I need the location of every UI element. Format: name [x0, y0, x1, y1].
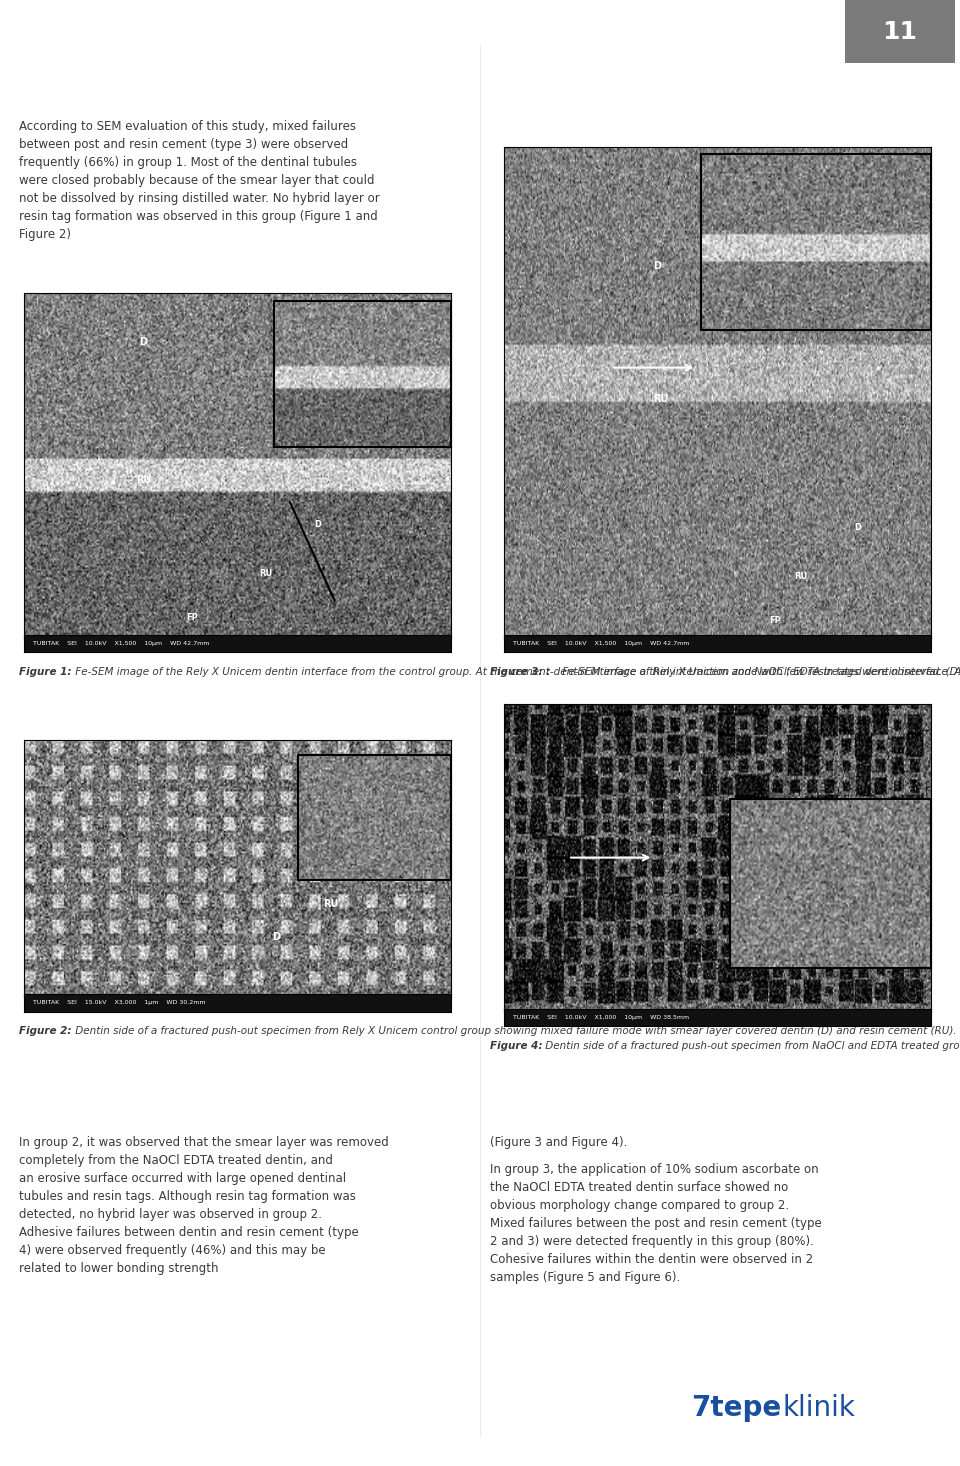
Text: 11: 11 — [882, 21, 917, 44]
Text: Fe-SEM image of Rely X Unicem and NaOCl, EDTA treated dentin interface. An inter: Fe-SEM image of Rely X Unicem and NaOCl,… — [559, 667, 960, 677]
Text: 7tepe: 7tepe — [691, 1394, 781, 1422]
Text: Figure 2:: Figure 2: — [19, 1026, 72, 1036]
Text: FP: FP — [769, 616, 780, 625]
Text: Figure 1:: Figure 1: — [19, 667, 72, 677]
Text: D: D — [139, 337, 148, 347]
Text: RU: RU — [323, 899, 339, 909]
Text: D: D — [315, 520, 322, 529]
Text: RU: RU — [136, 475, 152, 485]
Text: In group 3, the application of 10% sodium ascorbate on
the NaOCl EDTA treated de: In group 3, the application of 10% sodiu… — [490, 1163, 822, 1284]
Text: Figure 4:: Figure 4: — [490, 1041, 542, 1051]
Text: RU: RU — [795, 572, 807, 581]
Text: TUBITAK    SEI    10.0kV    X1,500    10μm    WD 42.7mm: TUBITAK SEI 10.0kV X1,500 10μm WD 42.7mm — [33, 641, 209, 647]
Text: klinik: klinik — [782, 1394, 855, 1422]
Text: According to SEM evaluation of this study, mixed failures
between post and resin: According to SEM evaluation of this stud… — [19, 120, 380, 242]
Text: D: D — [654, 261, 661, 271]
Text: RU: RU — [654, 394, 669, 405]
FancyBboxPatch shape — [845, 0, 955, 63]
Text: D: D — [272, 932, 279, 943]
Text: In group 2, it was observed that the smear layer was removed
completely from the: In group 2, it was observed that the sme… — [19, 1136, 389, 1275]
Text: TUBITAK    SEI    10.0kV    X1,500    10μm    WD 42.7mm: TUBITAK SEI 10.0kV X1,500 10μm WD 42.7mm — [513, 641, 689, 647]
Text: TUBITAK    SEI    10.0kV    X1,000    10μm    WD 38.5mm: TUBITAK SEI 10.0kV X1,000 10μm WD 38.5mm — [513, 1014, 688, 1020]
Text: D: D — [854, 523, 861, 532]
Text: Dentin side of a fractured push-out specimen from Rely X Unicem control group sh: Dentin side of a fractured push-out spec… — [72, 1026, 956, 1036]
Text: TUBITAK    SEI    15.0kV    X3,000    1μm    WD 30.2mm: TUBITAK SEI 15.0kV X3,000 1μm WD 30.2mm — [33, 1000, 205, 1006]
Text: (Figure 3 and Figure 4).: (Figure 3 and Figure 4). — [490, 1136, 627, 1149]
Text: FP: FP — [186, 613, 198, 623]
Text: Fe-SEM image of the Rely X Unicem dentin interface from the control group. At th: Fe-SEM image of the Rely X Unicem dentin… — [72, 667, 960, 677]
Text: Figure 3: :: Figure 3: : — [490, 667, 550, 677]
Text: RU: RU — [259, 569, 273, 578]
Text: Dentin side of a fractured push-out specimen from NaOCl and EDTA treated group s: Dentin side of a fractured push-out spec… — [542, 1041, 960, 1051]
